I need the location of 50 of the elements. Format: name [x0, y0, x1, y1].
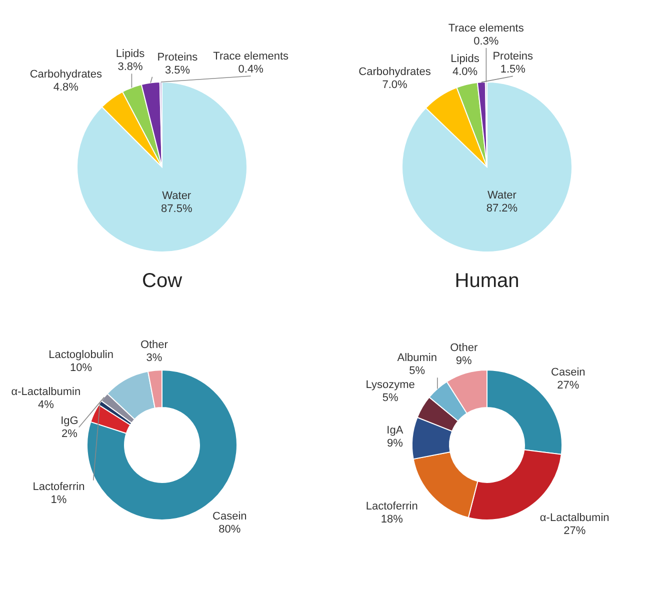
data-label: 80% [218, 524, 241, 536]
slice-label: Lysozyme [366, 379, 415, 392]
slice-label: Casein [551, 366, 586, 379]
data-label: 4.8% [53, 82, 79, 94]
data-label: 5% [382, 392, 399, 404]
data-label: 2% [62, 428, 78, 440]
slice-label: α-Lactalbumin [540, 512, 610, 524]
slice-label: Water [488, 190, 517, 202]
data-label: 1% [50, 494, 67, 506]
data-label: 7.0% [382, 78, 408, 91]
slice-label: Lipids [116, 48, 146, 60]
data-label: 9% [386, 438, 404, 450]
data-label: 4% [38, 399, 54, 412]
slice-label: α-Lactalbumin [11, 386, 81, 398]
slice-label: Other [140, 338, 168, 351]
data-label: 27% [564, 525, 586, 538]
slice-label: Water [162, 190, 192, 202]
slice-label: IgG [60, 414, 78, 427]
slice-label: Lactoglobulin [48, 348, 114, 361]
slice-label: Carbohydrates [30, 68, 102, 81]
data-label: 9% [456, 354, 472, 367]
text: Cow [142, 270, 183, 292]
slice-label: IgA [386, 424, 404, 437]
slice-label: Lactoferrin [366, 500, 418, 512]
pie-slice [76, 82, 248, 252]
data-label: 87.5% [161, 202, 192, 215]
data-label: 4.0% [452, 66, 478, 78]
donut-slice [90, 404, 131, 434]
slice-label: Lactoferrin [32, 480, 85, 493]
slice-label: Trace elements [213, 50, 290, 63]
data-label: 3.8% [118, 61, 144, 74]
data-label: 87.2% [486, 202, 518, 215]
slice-label: Proteins [157, 51, 198, 64]
data-label: 0.4% [238, 64, 264, 76]
data-label: 27% [557, 380, 580, 392]
data-label: 5% [409, 365, 426, 378]
data-label: 3.5% [164, 64, 190, 76]
data-label: 3% [146, 352, 162, 364]
text: Human [454, 270, 520, 292]
slice-label: Other [450, 342, 478, 354]
slice-label: Proteins [492, 50, 534, 63]
slice-label: Carbohydrates [358, 66, 432, 78]
data-label: 0.3% [474, 36, 499, 48]
slice-label: Albumin [397, 352, 438, 364]
slice-label: Casein [212, 510, 247, 523]
data-label: 10% [70, 362, 92, 374]
slice-label: Trace elements [448, 22, 524, 35]
slice-label: Lipids [450, 53, 480, 66]
data-label: 1.5% [500, 64, 526, 76]
data-label: 18% [380, 513, 404, 526]
